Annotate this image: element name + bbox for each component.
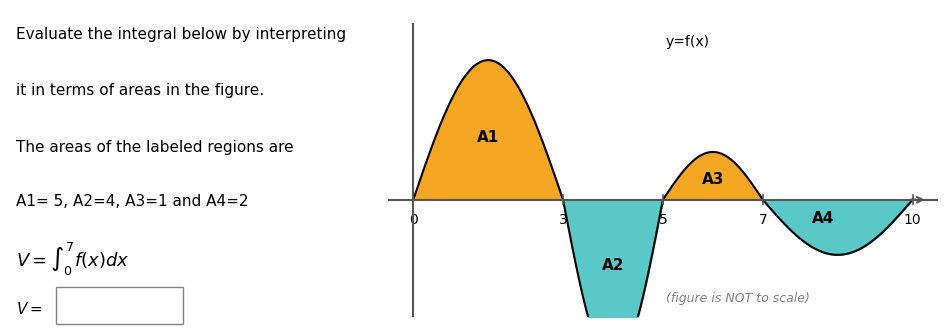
Text: A2: A2 <box>601 259 624 273</box>
Text: $V =$: $V =$ <box>16 301 43 317</box>
Text: The areas of the labeled regions are: The areas of the labeled regions are <box>16 140 294 155</box>
Text: (figure is NOT to scale): (figure is NOT to scale) <box>666 292 810 305</box>
Text: Evaluate the integral below by interpreting: Evaluate the integral below by interpret… <box>16 27 346 42</box>
Text: 7: 7 <box>759 212 767 226</box>
Text: it in terms of areas in the figure.: it in terms of areas in the figure. <box>16 84 264 99</box>
Text: A1= 5, A2=4, A3=1 and A4=2: A1= 5, A2=4, A3=1 and A4=2 <box>16 194 248 209</box>
FancyBboxPatch shape <box>56 287 183 324</box>
Text: 10: 10 <box>903 212 921 226</box>
Text: A4: A4 <box>812 211 834 225</box>
Text: 3: 3 <box>559 212 567 226</box>
Text: 0: 0 <box>409 212 418 226</box>
Text: y=f(x): y=f(x) <box>666 35 710 49</box>
Text: A1: A1 <box>477 130 499 145</box>
Text: A3: A3 <box>702 172 724 187</box>
Text: 5: 5 <box>658 212 668 226</box>
Text: $V = \int_0^7 f(x)dx$: $V = \int_0^7 f(x)dx$ <box>16 240 129 278</box>
